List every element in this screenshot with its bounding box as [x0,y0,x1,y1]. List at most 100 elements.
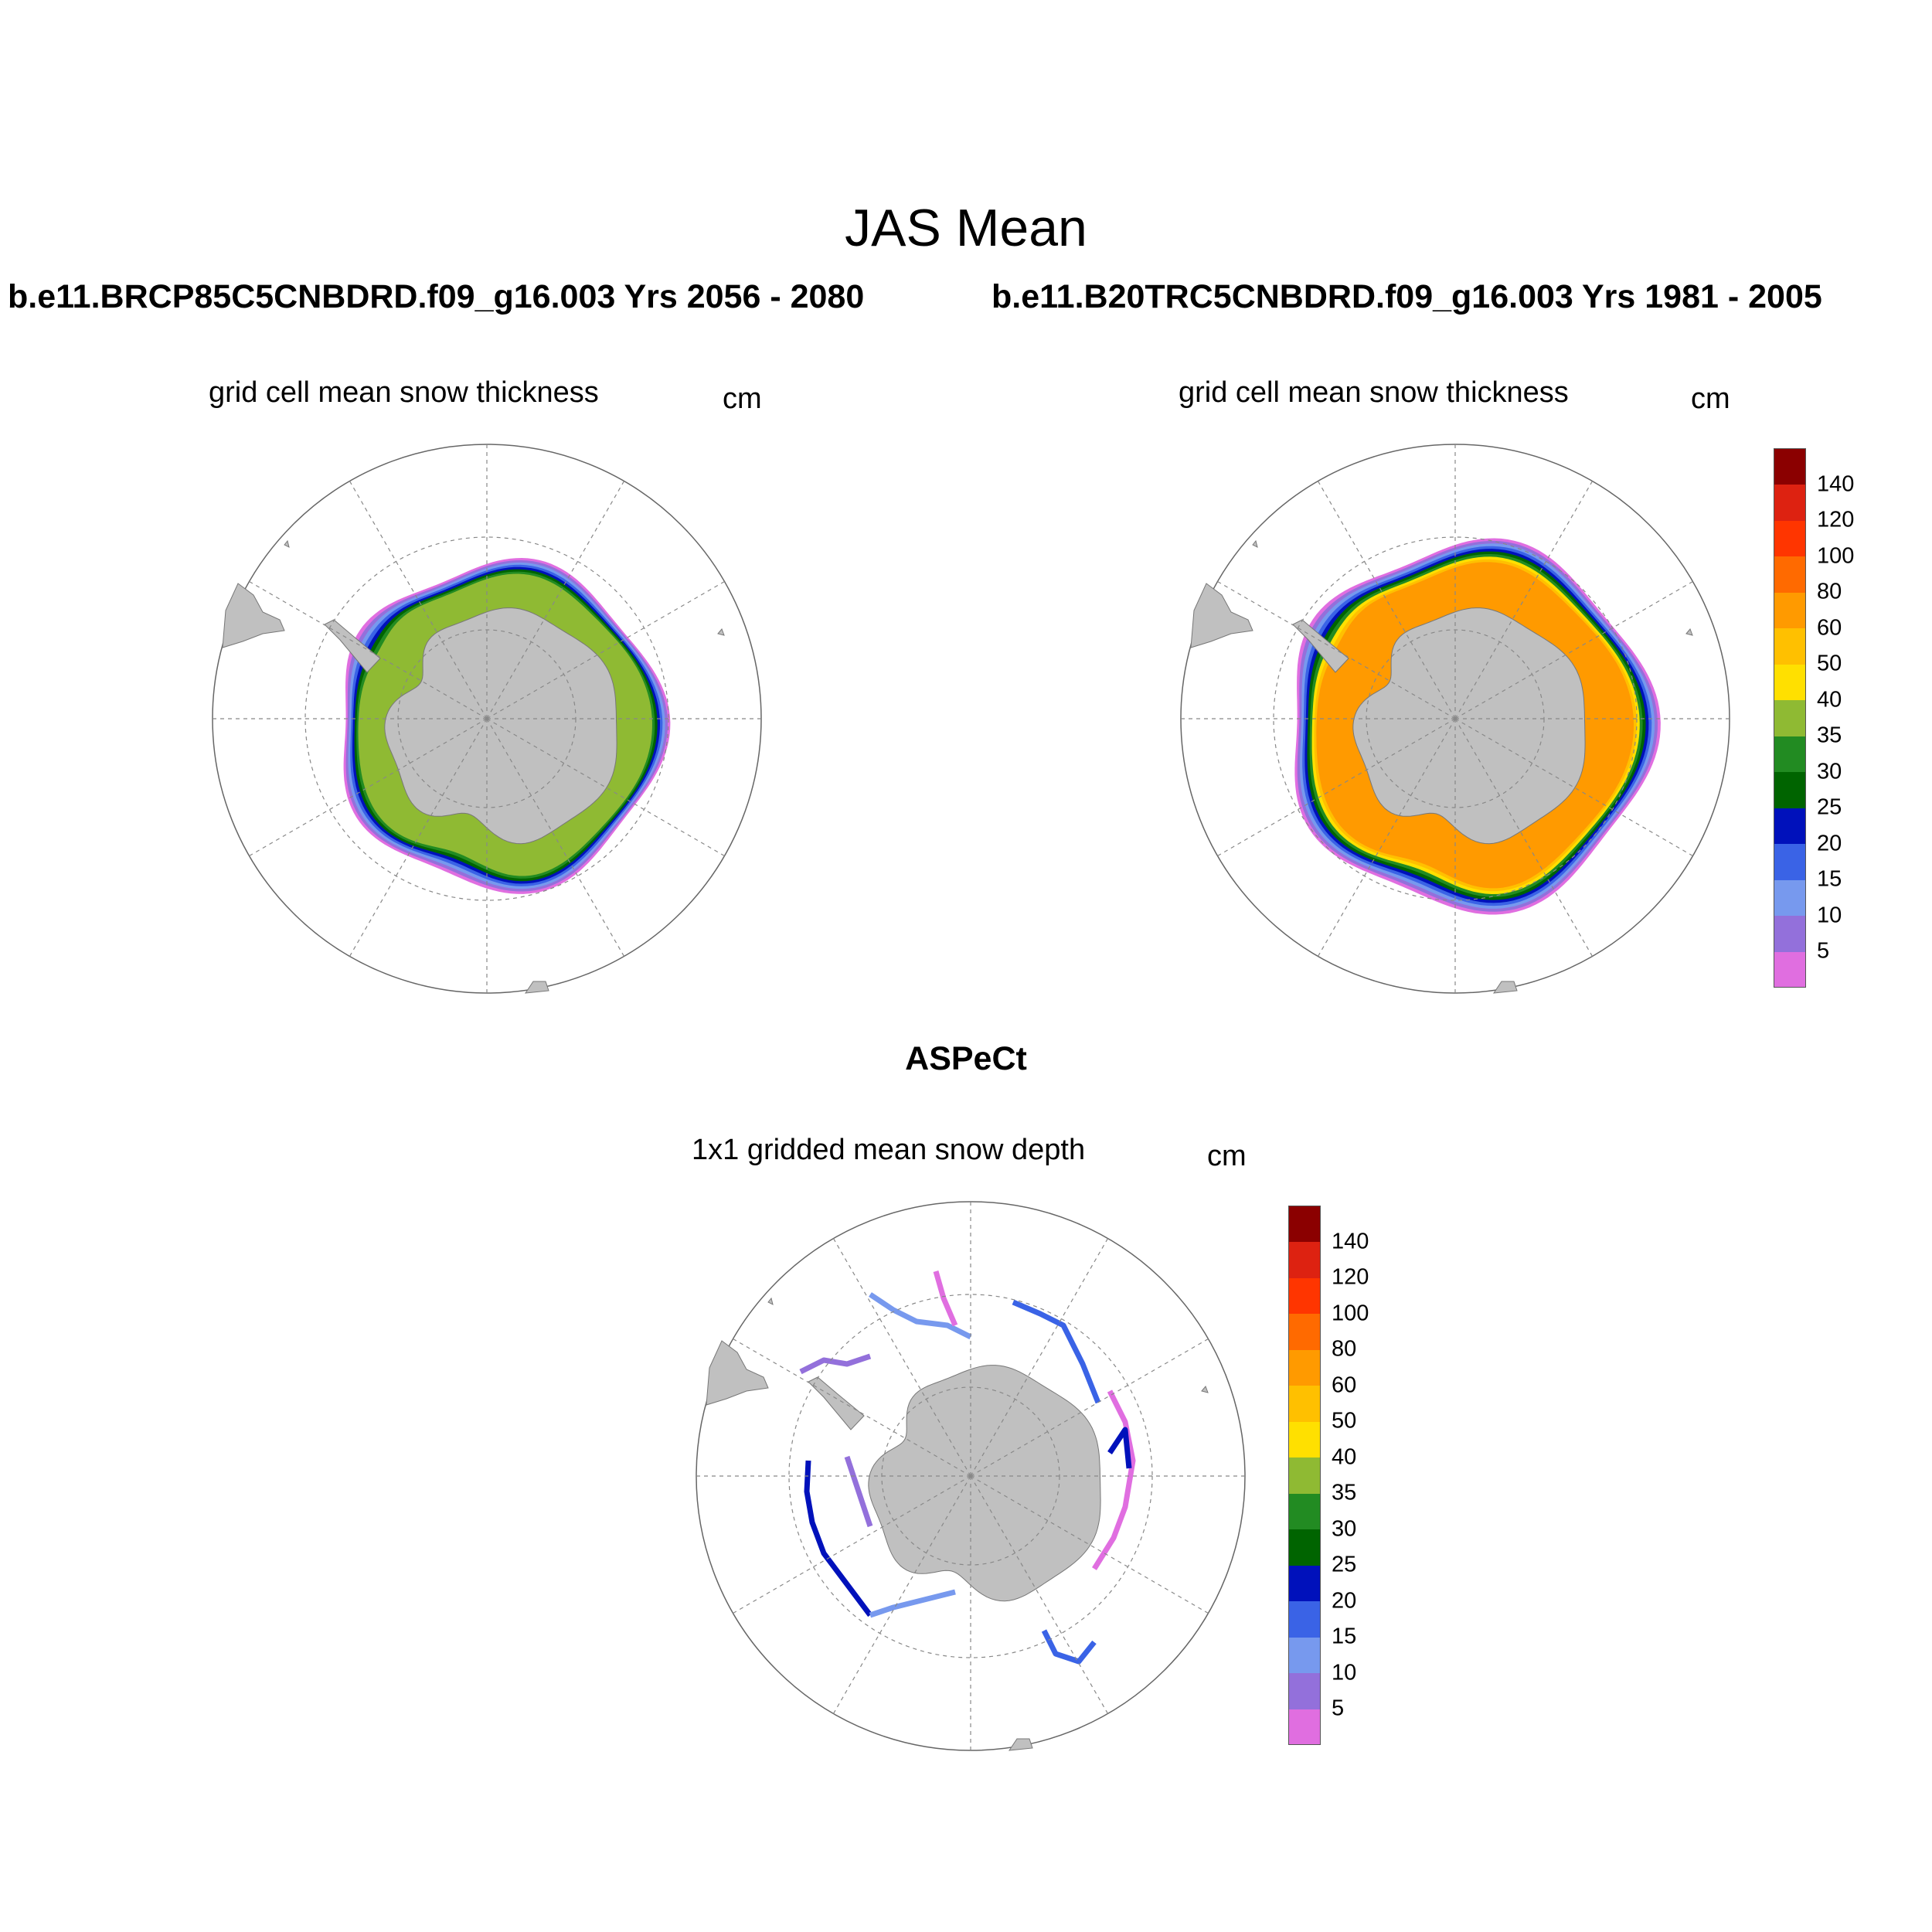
colorbar-swatch [1774,448,1806,485]
colorbar-swatch [1774,843,1806,880]
track-cells [1012,1299,1101,1404]
panel1-title: grid cell mean snow thickness [209,376,599,409]
colorbar-swatch [1288,1457,1321,1494]
track-cells [1092,1389,1136,1570]
colorbar-label: 35 [1332,1480,1357,1505]
colorbar-swatch [1288,1672,1321,1709]
colorbar-swatch [1774,628,1806,665]
panel2-title: grid cell mean snow thickness [1179,376,1569,409]
colorbar-label: 20 [1332,1588,1357,1614]
island-land [717,628,725,636]
colorbar-label: 50 [1817,651,1842,676]
aspect-title: ASPeCt [905,1040,1027,1077]
colorbar-swatch [1774,520,1806,557]
colorbar-label: 15 [1817,866,1842,892]
island-land [284,539,290,548]
panel2-units: cm [1691,383,1730,415]
new-zealand-land [524,981,549,994]
panel2-map [1180,444,1730,994]
colorbar-bottom: 5 10 15 20 25 30 35 40 50 60 80 100 120 140 [1288,1206,1369,1746]
colorbar-swatch [1774,808,1806,845]
island-land [1252,539,1258,548]
colorbar-swatch [1288,1206,1321,1243]
colorbar-swatch [1288,1349,1321,1386]
colorbar-swatch [1288,1529,1321,1566]
colorbar-label: 80 [1817,579,1842,604]
colorbar-swatch [1774,915,1806,952]
colorbar-swatch [1288,1241,1321,1278]
colorbar-label: 60 [1817,615,1842,641]
colorbar-swatch [1288,1493,1321,1530]
colorbar-top: 5 10 15 20 25 30 35 40 50 60 80 100 120 140 [1774,448,1854,988]
colorbar-label: 10 [1817,903,1842,928]
colorbar-label: 80 [1332,1336,1357,1362]
colorbar-label: 5 [1817,938,1830,964]
colorbar-label: 50 [1332,1408,1357,1434]
track-cells [844,1455,873,1528]
colorbar-swatch [1774,771,1806,808]
land [222,539,725,994]
land [706,1297,1209,1751]
south-america-land [706,1340,769,1406]
colorbar-swatch [1288,1277,1321,1315]
colorbar-swatch [1288,1565,1321,1602]
south-america-land [222,583,285,648]
track-cells [1107,1427,1132,1469]
track-cells [804,1460,872,1617]
track-cells [869,1292,972,1340]
colorbar-swatch [1774,699,1806,736]
colorbar-swatch [1774,951,1806,988]
colorbar-label: 60 [1332,1372,1357,1398]
south-america-land [1190,583,1253,648]
main-title: JAS Mean [845,199,1087,257]
colorbar-swatch [1288,1421,1321,1458]
ship-tracks [799,1270,1136,1665]
colorbar-swatch [1774,592,1806,629]
track-cells [799,1353,872,1375]
colorbar-label: 100 [1332,1301,1369,1326]
colorbar-label: 10 [1332,1660,1357,1685]
subtitle-right: b.e11.B20TRC5CNBDRD.f09_g16.003 Yrs 1981… [992,278,1822,315]
colorbar-frame [1288,1206,1321,1745]
colorbar-frame [1774,448,1806,988]
colorbar-label: 35 [1817,723,1842,748]
colorbar-label: 25 [1817,794,1842,820]
colorbar-label: 30 [1332,1516,1357,1542]
colorbar-swatch [1288,1385,1321,1422]
colorbar-label: 25 [1332,1552,1357,1577]
panel3-map [696,1201,1246,1751]
colorbar-label: 30 [1817,759,1842,784]
colorbar-swatch [1288,1709,1321,1746]
new-zealand-land [1492,981,1518,994]
panel1-units: cm [723,383,762,415]
colorbar-label: 140 [1332,1229,1369,1254]
track-cells [933,1270,958,1327]
colorbar-swatch [1288,1600,1321,1638]
colorbar-swatch [1288,1313,1321,1350]
colorbar-label: 15 [1332,1624,1357,1649]
track-cells [1041,1629,1097,1665]
land [1190,539,1693,994]
subtitle-left: b.e11.BRCP85C5CNBDRD.f09_g16.003 Yrs 205… [8,278,865,315]
colorbar-label: 40 [1817,687,1842,713]
graticule [1181,444,1730,993]
colorbar-swatch [1288,1637,1321,1674]
colorbar-swatch [1774,879,1806,917]
colorbar-label: 5 [1332,1696,1345,1721]
colorbar-label: 140 [1817,471,1855,497]
colorbar-swatch [1774,556,1806,593]
track-cells [869,1589,956,1618]
colorbar-label: 40 [1332,1444,1357,1470]
island-land [1201,1386,1209,1393]
colorbar-label: 20 [1817,831,1842,856]
new-zealand-land [1008,1738,1033,1751]
colorbar-label: 100 [1817,543,1855,569]
graticule [213,444,761,993]
colorbar-swatch [1774,664,1806,701]
colorbar-label: 120 [1332,1264,1369,1290]
panel3-title: 1x1 gridded mean snow depth [692,1134,1086,1166]
island-land [1685,628,1693,636]
colorbar-swatch [1774,736,1806,773]
island-land [767,1297,774,1305]
colorbar-label: 120 [1817,507,1855,532]
